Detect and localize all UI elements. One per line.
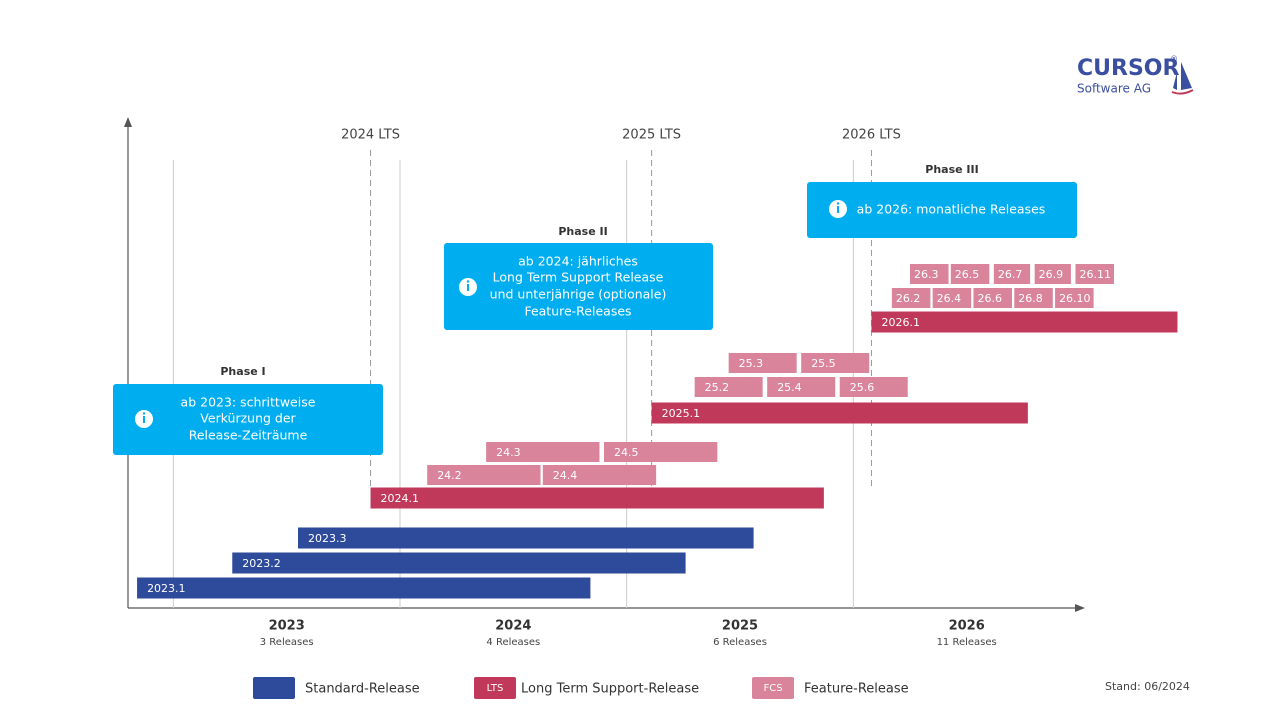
release-bar xyxy=(694,377,763,397)
phase-text: ab 2026: monatliche Releases xyxy=(857,202,1046,217)
info-icon-i xyxy=(467,284,469,291)
release-bar xyxy=(891,288,931,308)
lts-marker-label: 2024 LTS xyxy=(341,128,400,143)
phase-title: Phase II xyxy=(558,225,607,238)
logo-sub: Software AG xyxy=(1077,82,1151,96)
release-label: 2026.1 xyxy=(881,316,920,329)
release-label: 26.5 xyxy=(955,268,980,281)
release-bar xyxy=(767,377,836,397)
phase-box xyxy=(444,243,713,330)
release-bar xyxy=(973,288,1012,308)
release-label: 26.9 xyxy=(1039,268,1064,281)
phase-title: Phase I xyxy=(220,365,265,378)
x-axis-arrow xyxy=(1075,604,1085,612)
phase-text: Feature-Releases xyxy=(524,304,631,319)
release-label: 24.2 xyxy=(437,469,462,482)
year-count: 11 Releases xyxy=(937,637,997,648)
phase-text: ab 2023: schrittweise xyxy=(181,395,316,410)
logo-wave xyxy=(1171,89,1194,95)
release-bar xyxy=(1075,264,1114,284)
release-bar xyxy=(542,465,657,485)
release-label: 25.3 xyxy=(739,357,764,370)
release-label: 2023.3 xyxy=(308,532,347,545)
phase-box xyxy=(113,384,383,455)
release-label: 2025.1 xyxy=(662,407,701,420)
logo-reg: ® xyxy=(1170,55,1178,64)
release-bar xyxy=(370,487,824,509)
year-count: 6 Releases xyxy=(713,637,767,648)
legend-label: Feature-Release xyxy=(804,682,909,697)
release-label: 24.4 xyxy=(553,469,578,482)
release-label: 25.5 xyxy=(811,357,836,370)
phase-box xyxy=(807,182,1077,238)
release-bar xyxy=(232,552,686,574)
release-bar xyxy=(486,442,600,462)
phase-text: Long Term Support Release xyxy=(493,270,664,285)
release-label: 26.11 xyxy=(1079,268,1111,281)
year-count: 3 Releases xyxy=(260,637,314,648)
release-bar xyxy=(1034,264,1071,284)
info-icon-dot xyxy=(142,412,146,415)
release-label: 25.2 xyxy=(705,381,730,394)
release-label: 2023.1 xyxy=(147,582,186,595)
legend-label: Long Term Support-Release xyxy=(521,682,699,697)
info-icon-dot xyxy=(466,280,470,283)
legend-label: Standard-Release xyxy=(305,682,420,697)
phase-text: Verkürzung der xyxy=(200,411,296,426)
release-bar xyxy=(993,264,1031,284)
info-icon-i xyxy=(143,416,145,423)
release-label: 2023.2 xyxy=(242,557,281,570)
release-label: 2024.1 xyxy=(381,492,420,505)
logo-name: CURSOR xyxy=(1077,56,1179,81)
release-label: 26.2 xyxy=(896,292,921,305)
phase-title: Phase III xyxy=(925,163,978,176)
release-bar xyxy=(950,264,990,284)
year-label: 2025 xyxy=(722,619,758,634)
info-icon-dot xyxy=(836,202,840,205)
info-icon-i xyxy=(837,206,839,213)
legend-tag: FCS xyxy=(763,683,782,694)
release-label: 26.6 xyxy=(977,292,1002,305)
release-bar xyxy=(839,377,908,397)
release-label: 26.7 xyxy=(998,268,1023,281)
legend-swatch xyxy=(752,677,794,699)
release-label: 26.8 xyxy=(1018,292,1042,305)
release-bar xyxy=(1055,288,1094,308)
release-label: 26.4 xyxy=(937,292,962,305)
logo-sail xyxy=(1173,62,1192,90)
legend-swatch xyxy=(474,677,516,699)
release-label: 24.5 xyxy=(614,446,639,459)
release-bar xyxy=(910,264,949,284)
year-count: 4 Releases xyxy=(486,637,540,648)
release-bar xyxy=(137,577,591,599)
note: Stand: 06/2024 xyxy=(1105,680,1190,693)
legend-tag: LTS xyxy=(487,683,504,694)
year-label: 2024 xyxy=(495,619,531,634)
release-label: 25.4 xyxy=(777,381,802,394)
release-bar xyxy=(871,311,1178,333)
legend-swatch xyxy=(253,677,295,699)
release-bar xyxy=(298,527,754,549)
lts-marker-label: 2026 LTS xyxy=(842,128,901,143)
y-axis-arrow xyxy=(124,117,132,127)
phase-text: ab 2024: jährliches xyxy=(518,254,638,269)
release-bar xyxy=(651,402,1028,424)
year-label: 2026 xyxy=(949,619,985,634)
release-label: 24.3 xyxy=(496,446,520,459)
release-bar xyxy=(932,288,972,308)
lts-marker-label: 2025 LTS xyxy=(622,128,681,143)
release-bar xyxy=(1014,288,1053,308)
phase-text: und unterjährige (optionale) xyxy=(490,287,667,302)
release-bar xyxy=(728,353,797,373)
release-label: 26.3 xyxy=(914,268,939,281)
release-label: 25.6 xyxy=(850,381,875,394)
release-bar xyxy=(801,353,870,373)
release-bar xyxy=(604,442,718,462)
year-label: 2023 xyxy=(269,619,305,634)
phase-text: Release-Zeiträume xyxy=(189,428,308,443)
release-label: 26.10 xyxy=(1059,292,1091,305)
release-bar xyxy=(427,465,541,485)
